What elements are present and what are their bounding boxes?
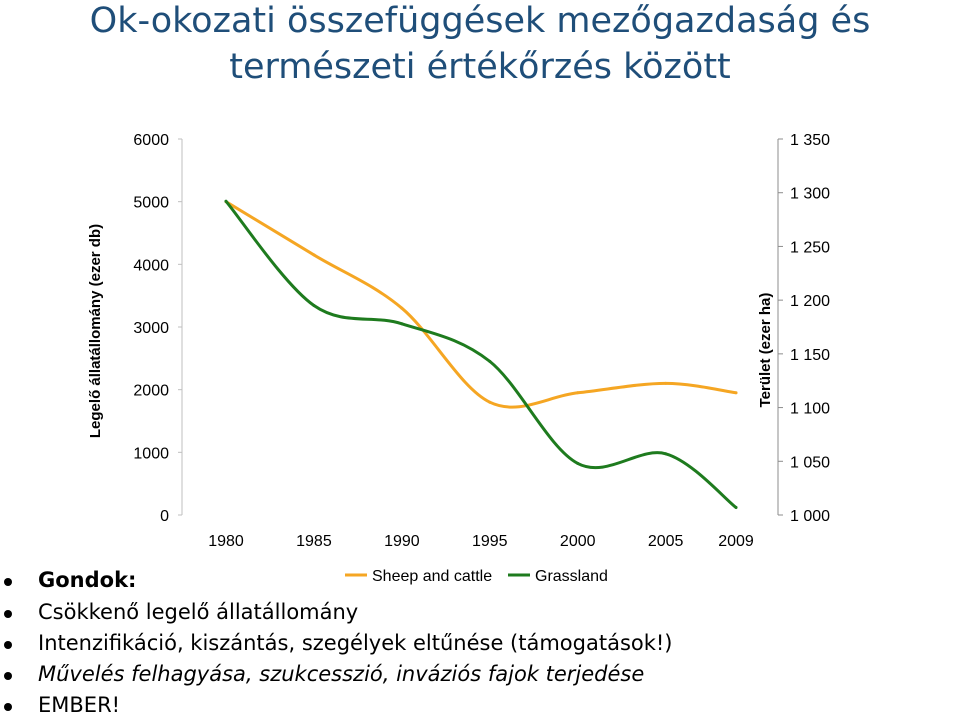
right-axis-tick-label: 1 000 <box>790 508 830 525</box>
right-axis-tick-label: 1 300 <box>790 186 830 203</box>
slide-title-line-1: Ok-okozati összefüggések mezőgazdaság és <box>89 1 871 41</box>
legend-label-grassland: Grassland <box>535 568 608 585</box>
bullet-dot-icon <box>4 703 12 711</box>
bullet-text: Intenzifikáció, kiszántás, szegélyek elt… <box>38 631 673 655</box>
legend-label-sheep-and-cattle: Sheep and cattle <box>372 568 492 585</box>
slide-title-line-2: természeti értékőrzés között <box>229 47 731 87</box>
bullet-text: Művelés felhagyása, szukcesszió, invázió… <box>38 662 645 686</box>
data-point-sheep-and-cattle <box>400 306 404 310</box>
data-point-sheep-and-cattle <box>312 253 316 257</box>
x-axis-tick-label: 2005 <box>648 533 684 550</box>
data-point-grassland <box>488 359 492 363</box>
slide-title: Ok-okozati összefüggések mezőgazdaság és… <box>0 0 960 90</box>
right-axis-title: Terület (ezer ha) <box>757 293 774 408</box>
bullet-text: Csökkenő legelő állatállomány <box>38 600 359 624</box>
right-axis-tick-label: 1 250 <box>790 239 830 256</box>
x-axis-tick-label: 1995 <box>472 533 508 550</box>
bullet-dot-icon <box>4 672 12 680</box>
right-axis-tick-label: 1 050 <box>790 454 830 471</box>
bullet-dot-icon <box>4 578 12 586</box>
x-axis-tick-label: 1985 <box>296 533 332 550</box>
bullet-text: Gondok: <box>38 568 137 592</box>
right-axis-tick-label: 1 200 <box>790 293 830 310</box>
x-axis-tick-label: 2000 <box>560 533 596 550</box>
series-line-sheep-and-cattle <box>224 200 738 409</box>
x-axis-tick-label: 1980 <box>208 533 244 550</box>
data-point-grassland <box>576 461 580 465</box>
left-axis-tick-label: 1000 <box>133 445 169 462</box>
chart-legend: Sheep and cattle Grassland <box>345 568 608 585</box>
data-point-sheep-and-cattle <box>734 391 738 395</box>
left-axis-title: Legelő állatállomány (ezer db) <box>87 224 104 438</box>
left-axis-tick-label: 6000 <box>133 132 169 149</box>
left-axis-tick-label: 3000 <box>133 320 169 337</box>
right-axis-tick-label: 1 150 <box>790 347 830 364</box>
x-axis-tick-label: 1990 <box>384 533 420 550</box>
right-axis-tick-label: 1 350 <box>790 132 830 149</box>
left-axis-tick-label: 5000 <box>133 195 169 212</box>
x-axis-tick-label: 2009 <box>718 533 754 550</box>
bullet-dot-icon <box>4 641 12 649</box>
chart-axes: 0 1000 2000 3000 4000 5000 6000 1 000 1 050 1 100… <box>87 132 830 550</box>
chart-series <box>224 199 738 509</box>
data-point-grassland <box>400 322 404 326</box>
left-axis-tick-label: 0 <box>160 508 169 525</box>
data-point-sheep-and-cattle <box>664 381 668 385</box>
bullet-dot-icon <box>4 610 12 618</box>
left-axis-tick-label: 2000 <box>133 383 169 400</box>
right-axis-tick-label: 1 100 <box>790 401 830 418</box>
left-axis-tick-label: 4000 <box>133 257 169 274</box>
data-point-grassland <box>664 452 668 456</box>
data-point-grassland <box>224 199 228 203</box>
data-point-grassland <box>312 304 316 308</box>
data-point-grassland <box>734 505 738 509</box>
line-chart: 0 1000 2000 3000 4000 5000 6000 1 000 1 050 1 100… <box>87 132 830 585</box>
data-point-sheep-and-cattle <box>576 391 580 395</box>
data-point-sheep-and-cattle <box>488 400 492 404</box>
bullet-text: EMBER! <box>38 693 121 717</box>
